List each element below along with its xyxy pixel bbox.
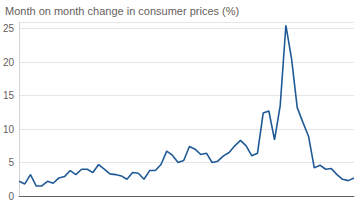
svg-text:Month on month change in consu: Month on month change in consumer prices… (5, 5, 239, 17)
svg-text:5: 5 (9, 157, 15, 168)
svg-text:15: 15 (3, 90, 15, 101)
svg-text:20: 20 (3, 57, 15, 68)
svg-text:0: 0 (9, 191, 15, 202)
svg-text:25: 25 (3, 23, 15, 34)
svg-text:10: 10 (3, 124, 15, 135)
